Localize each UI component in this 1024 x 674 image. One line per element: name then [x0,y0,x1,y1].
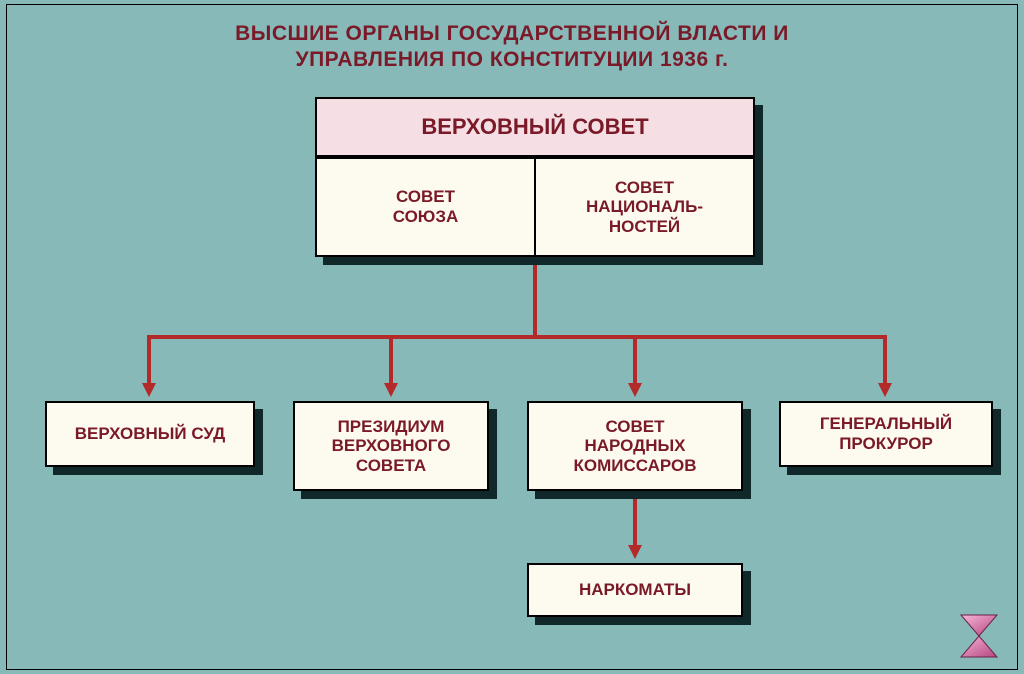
edge-to-supreme-court [147,335,151,385]
edge-snk-narkomaty [633,499,637,547]
node-label: ВЕРХОВНЫЙ СУД [75,424,225,444]
arrow-to-narkomaty [628,545,642,559]
edge-to-presidium [389,335,393,385]
node-label: СОВЕТ НАРОДНЫХ КОМИССАРОВ [573,417,696,476]
node-label: ВЕРХОВНЫЙ СОВЕТ [421,114,648,139]
node-prosecutor: ГЕНЕРАЛЬНЫЙ ПРОКУРОР [779,401,993,467]
arrow-to-presidium [384,383,398,397]
node-label: ПРЕЗИДИУМ ВЕРХОВНОГО СОВЕТА [332,417,451,476]
arrow-to-snk [628,383,642,397]
node-narkomaty: НАРКОМАТЫ [527,563,743,617]
edge-stem [533,265,537,337]
node-soviet-nationalities: СОВЕТ НАЦИОНАЛЬ- НОСТЕЙ [534,157,755,257]
title-line-2: УПРАВЛЕНИЯ ПО КОНСТИТУЦИИ 1936 г. [296,48,729,71]
node-label: НАРКОМАТЫ [579,580,691,600]
arrow-to-supreme-court [142,383,156,397]
node-soviet-union: СОВЕТ СОЮЗА [315,157,536,257]
slide-frame: ВЫСШИЕ ОРГАНЫ ГОСУДАРСТВЕННОЙ ВЛАСТИ И У… [6,4,1018,670]
node-presidium: ПРЕЗИДИУМ ВЕРХОВНОГО СОВЕТА [293,401,489,491]
node-label: ГЕНЕРАЛЬНЫЙ ПРОКУРОР [820,414,952,453]
title-line-1: ВЫСШИЕ ОРГАНЫ ГОСУДАРСТВЕННОЙ ВЛАСТИ И [235,22,789,45]
node-supreme-court: ВЕРХОВНЫЙ СУД [45,401,255,467]
node-label: СОВЕТ НАЦИОНАЛЬ- НОСТЕЙ [586,178,703,237]
arrow-to-prosecutor [878,383,892,397]
node-label: СОВЕТ СОЮЗА [393,187,459,226]
hourglass-icon[interactable] [959,613,999,659]
slide-title: ВЫСШИЕ ОРГАНЫ ГОСУДАРСТВЕННОЙ ВЛАСТИ И У… [7,21,1017,74]
edge-to-prosecutor [883,335,887,385]
edge-to-snk [633,335,637,385]
node-supreme-council: ВЕРХОВНЫЙ СОВЕТ [315,97,755,157]
node-snk: СОВЕТ НАРОДНЫХ КОМИССАРОВ [527,401,743,491]
edge-bus [147,335,887,339]
